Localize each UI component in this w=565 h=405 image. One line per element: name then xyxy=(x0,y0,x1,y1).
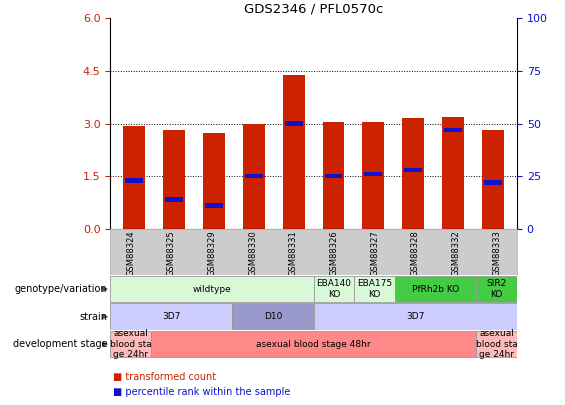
Bar xyxy=(205,203,223,208)
Text: genotype/variation: genotype/variation xyxy=(15,284,107,294)
Bar xyxy=(110,331,151,358)
Text: SIR2
KO: SIR2 KO xyxy=(486,279,507,299)
Text: GSM88326: GSM88326 xyxy=(329,230,338,276)
Text: PfRh2b KO: PfRh2b KO xyxy=(412,285,459,294)
Text: GSM88331: GSM88331 xyxy=(289,230,298,276)
Text: asexual
blood sta
ge 24hr: asexual blood sta ge 24hr xyxy=(476,329,518,359)
Text: GSM88332: GSM88332 xyxy=(451,230,460,276)
Bar xyxy=(110,276,314,303)
Bar xyxy=(245,174,263,179)
Text: GSM88324: GSM88324 xyxy=(126,230,135,276)
Text: GSM88329: GSM88329 xyxy=(207,230,216,276)
Title: GDS2346 / PFL0570c: GDS2346 / PFL0570c xyxy=(244,3,383,16)
Bar xyxy=(476,331,517,358)
Bar xyxy=(165,197,183,202)
Bar xyxy=(484,180,502,185)
Text: EBA140
KO: EBA140 KO xyxy=(316,279,351,299)
Bar xyxy=(285,121,303,126)
Bar xyxy=(282,75,305,229)
Text: GSM88328: GSM88328 xyxy=(411,230,420,276)
Text: GSM88325: GSM88325 xyxy=(167,230,176,276)
Text: GSM88333: GSM88333 xyxy=(492,230,501,276)
Bar xyxy=(314,276,354,303)
Bar xyxy=(444,128,462,132)
Bar xyxy=(323,122,345,229)
Bar xyxy=(123,126,145,229)
Bar xyxy=(125,178,143,183)
Bar xyxy=(482,130,504,229)
Bar xyxy=(442,117,464,229)
Text: GSM88330: GSM88330 xyxy=(248,230,257,276)
Bar xyxy=(476,276,517,303)
Bar xyxy=(354,276,395,303)
Text: asexual blood stage 48hr: asexual blood stage 48hr xyxy=(257,340,371,349)
Bar xyxy=(243,124,265,229)
Bar xyxy=(203,133,225,229)
Text: EBA175
KO: EBA175 KO xyxy=(357,279,392,299)
Bar xyxy=(163,130,185,229)
Text: wildtype: wildtype xyxy=(193,285,231,294)
Bar xyxy=(151,331,476,358)
Bar xyxy=(395,276,476,303)
Text: 3D7: 3D7 xyxy=(406,312,424,321)
Text: ■ transformed count: ■ transformed count xyxy=(113,372,216,382)
Text: ■ percentile rank within the sample: ■ percentile rank within the sample xyxy=(113,388,290,397)
Text: D10: D10 xyxy=(264,312,282,321)
Bar xyxy=(402,118,424,229)
Text: GSM88327: GSM88327 xyxy=(370,230,379,276)
Bar xyxy=(110,303,232,330)
Text: asexual
blood sta
ge 24hr: asexual blood sta ge 24hr xyxy=(110,329,151,359)
Text: development stage: development stage xyxy=(13,339,107,349)
Bar xyxy=(362,122,384,229)
Text: strain: strain xyxy=(79,312,107,322)
Bar xyxy=(405,168,422,172)
Bar xyxy=(232,303,314,330)
Bar xyxy=(364,172,383,176)
Bar xyxy=(314,303,517,330)
Bar xyxy=(324,174,342,179)
Text: 3D7: 3D7 xyxy=(162,312,180,321)
